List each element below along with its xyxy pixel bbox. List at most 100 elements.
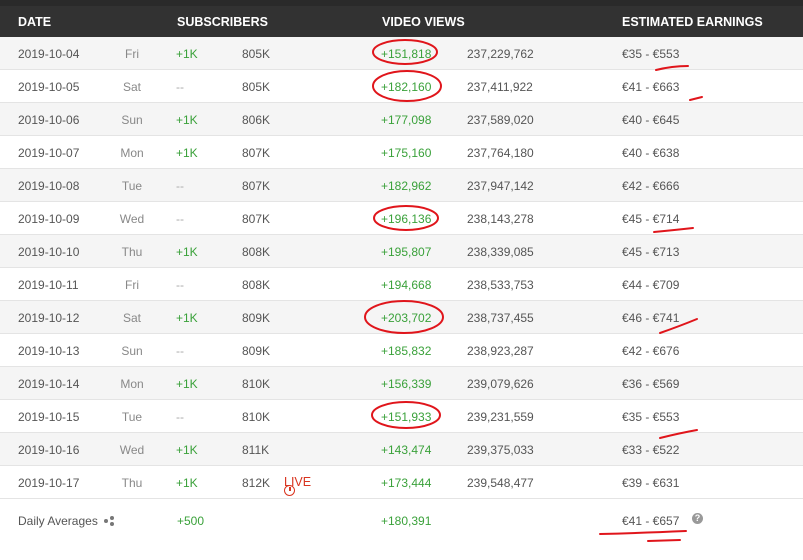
row-views-total: 238,737,455 (467, 311, 534, 325)
row-date: 2019-10-09 (18, 212, 80, 226)
row-earnings: €42 - €666 (622, 179, 680, 193)
row-subscriber-total: 807K (242, 212, 271, 226)
row-earnings: €36 - €569 (622, 377, 680, 391)
row-date: 2019-10-16 (18, 443, 80, 457)
row-views-total: 239,079,626 (467, 377, 534, 391)
row-date: 2019-10-05 (18, 80, 80, 94)
row-views-delta: +203,702 (381, 311, 432, 325)
row-subscriber-total: 812K (242, 476, 271, 490)
table-row: 2019-10-10 Thu +1K 808K +195,807 238,339,085 €… (0, 235, 803, 268)
table-row: 2019-10-12 Sat +1K 809K +203,702 238,737,455 €… (0, 301, 803, 334)
table-row: 2019-10-14 Mon +1K 810K +156,339 239,079,626 €… (0, 367, 803, 400)
header-estimated-earnings: ESTIMATED EARNINGS (622, 15, 763, 29)
table-row: 2019-10-04 Fri +1K 805K +151,818 237,229,762 €… (0, 37, 803, 70)
row-subscriber-delta: +1K (176, 443, 198, 457)
row-views-delta: +173,444 (381, 476, 432, 490)
table-row: 2019-10-15 Tue -- 810K +151,933 239,231,559 €3… (0, 400, 803, 433)
avg-subscribers-delta: +500 (177, 514, 205, 528)
daily-averages-row: Daily Averages +500 +180,391 €41 - €657 … (0, 500, 803, 540)
row-earnings: €40 - €638 (622, 146, 680, 160)
row-weekday: Sun (121, 344, 143, 358)
row-earnings: €35 - €553 (622, 47, 680, 61)
row-subscriber-total: 808K (242, 278, 271, 292)
row-views-total: 238,339,085 (467, 245, 534, 259)
table-row: 2019-10-16 Wed +1K 811K +143,474 239,375,033 €… (0, 433, 803, 466)
row-views-delta: +194,668 (381, 278, 432, 292)
share-icon[interactable] (103, 516, 114, 526)
row-views-total: 238,923,287 (467, 344, 534, 358)
row-views-total: 237,229,762 (467, 47, 534, 61)
row-earnings: €45 - €714 (622, 212, 680, 226)
row-views-delta: +182,962 (381, 179, 432, 193)
row-earnings: €39 - €631 (622, 476, 680, 490)
table-row: 2019-10-05 Sat -- 805K +182,160 237,411,922 €4… (0, 70, 803, 103)
top-bar (0, 0, 803, 6)
row-earnings: €41 - €663 (622, 80, 680, 94)
row-weekday: Mon (120, 377, 144, 391)
row-views-delta: +151,818 (381, 47, 432, 61)
row-subscriber-delta: +1K (176, 245, 198, 259)
row-weekday: Sat (122, 80, 141, 94)
row-earnings: €44 - €709 (622, 278, 680, 292)
row-weekday: Thu (121, 476, 143, 490)
row-views-total: 239,375,033 (467, 443, 534, 457)
row-subscriber-delta: +1K (176, 113, 198, 127)
row-views-delta: +195,807 (381, 245, 432, 259)
header-subscribers: SUBSCRIBERS (177, 15, 268, 29)
row-subscriber-total: 807K (242, 146, 271, 160)
table-row: 2019-10-17 Thu +1K 812K +173,444 239,548,477 €… (0, 466, 803, 499)
row-earnings: €46 - €741 (622, 311, 680, 325)
row-weekday: Tue (121, 179, 143, 193)
row-subscriber-delta: +1K (176, 311, 198, 325)
row-views-delta: +182,160 (381, 80, 432, 94)
table-header: DATE SUBSCRIBERS VIDEO VIEWS ESTIMATED E… (0, 6, 803, 37)
row-views-delta: +185,832 (381, 344, 432, 358)
row-date: 2019-10-08 (18, 179, 80, 193)
row-weekday: Fri (125, 278, 139, 292)
row-weekday: Fri (125, 47, 139, 61)
row-subscriber-total: 809K (242, 311, 271, 325)
row-subscriber-delta: +1K (176, 476, 198, 490)
row-weekday: Wed (119, 212, 145, 226)
row-subscriber-delta: +1K (176, 377, 198, 391)
row-subscriber-delta: +1K (176, 47, 198, 61)
header-date: DATE (18, 15, 52, 29)
row-views-delta: +156,339 (381, 377, 432, 391)
row-weekday: Thu (121, 245, 143, 259)
row-subscriber-delta: -- (176, 344, 184, 358)
row-subscriber-delta: -- (176, 278, 184, 292)
row-weekday: Wed (119, 443, 145, 457)
clock-icon (284, 485, 295, 496)
row-weekday: Mon (120, 146, 144, 160)
row-views-total: 237,589,020 (467, 113, 534, 127)
row-date: 2019-10-15 (18, 410, 80, 424)
row-views-total: 238,143,278 (467, 212, 534, 226)
row-subscriber-total: 809K (242, 344, 271, 358)
row-date: 2019-10-17 (18, 476, 80, 490)
row-views-delta: +177,098 (381, 113, 432, 127)
row-subscriber-total: 806K (242, 113, 271, 127)
avg-earnings: €41 - €657 (622, 514, 680, 528)
header-video-views: VIDEO VIEWS (382, 15, 465, 29)
row-date: 2019-10-12 (18, 311, 80, 325)
row-date: 2019-10-06 (18, 113, 80, 127)
row-subscriber-delta: +1K (176, 146, 198, 160)
row-views-total: 239,231,559 (467, 410, 534, 424)
table-row: 2019-10-13 Sun -- 809K +185,832 238,923,287 €4… (0, 334, 803, 367)
table-row: 2019-10-06 Sun +1K 806K +177,098 237,589,020 €… (0, 103, 803, 136)
row-date: 2019-10-13 (18, 344, 80, 358)
row-date: 2019-10-14 (18, 377, 80, 391)
row-subscriber-delta: -- (176, 212, 184, 226)
row-subscriber-total: 810K (242, 410, 271, 424)
row-views-total: 237,947,142 (467, 179, 534, 193)
table-row: 2019-10-07 Mon +1K 807K +175,160 237,764,180 €… (0, 136, 803, 169)
table-row: 2019-10-08 Tue -- 807K +182,962 237,947,142 €4… (0, 169, 803, 202)
daily-averages-text: Daily Averages (18, 514, 98, 528)
help-icon[interactable]: ? (692, 513, 703, 524)
row-earnings: €35 - €553 (622, 410, 680, 424)
row-subscriber-total: 807K (242, 179, 271, 193)
row-views-delta: +143,474 (381, 443, 432, 457)
row-date: 2019-10-07 (18, 146, 80, 160)
row-weekday: Sat (122, 311, 141, 325)
row-subscriber-delta: -- (176, 179, 184, 193)
